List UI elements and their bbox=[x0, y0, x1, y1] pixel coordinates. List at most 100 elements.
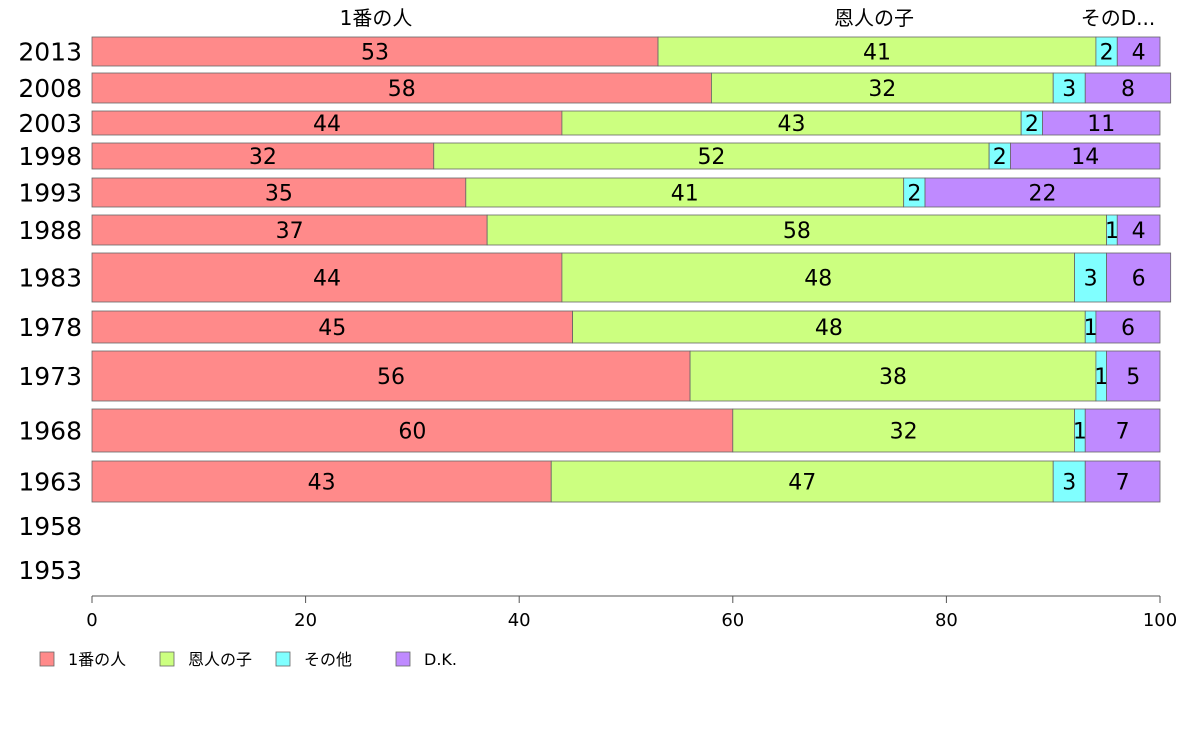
bar-value-label: 32 bbox=[249, 145, 277, 170]
bar-value-label: 44 bbox=[313, 267, 341, 292]
bar-value-label: 3 bbox=[1084, 267, 1098, 292]
bar-segment bbox=[465, 177, 905, 208]
x-axis-tick-label: 0 bbox=[86, 610, 97, 631]
bar-value-label: 2 bbox=[1025, 112, 1039, 137]
bar-value-label: 6 bbox=[1132, 267, 1146, 292]
bar-value-label: 32 bbox=[868, 77, 896, 102]
category-label: 1963 bbox=[18, 468, 82, 497]
bar-segment bbox=[1084, 72, 1172, 104]
bar-value-label: 11 bbox=[1087, 112, 1115, 137]
bar-value-label: 48 bbox=[815, 316, 843, 341]
legend-swatch bbox=[275, 651, 291, 667]
category-label: 1968 bbox=[18, 417, 82, 446]
x-axis-tick-label: 20 bbox=[294, 610, 317, 631]
bar-segment bbox=[91, 460, 552, 503]
bar-segment bbox=[1010, 142, 1161, 170]
bar-value-label: 52 bbox=[697, 145, 725, 170]
bar-value-label: 58 bbox=[783, 219, 811, 244]
category-label: 2013 bbox=[18, 38, 82, 67]
bar-segment bbox=[1116, 214, 1161, 246]
bar-segment bbox=[1084, 408, 1161, 453]
bar-value-label: 1 bbox=[1105, 219, 1119, 244]
bar-segment bbox=[91, 214, 488, 246]
bar-segment bbox=[1052, 460, 1086, 503]
bar-value-label: 2 bbox=[993, 145, 1007, 170]
category-label: 1983 bbox=[18, 264, 82, 293]
bar-value-label: 48 bbox=[804, 267, 832, 292]
bar-segment bbox=[924, 177, 1161, 208]
category-label: 1988 bbox=[18, 216, 82, 245]
legend-label: その他 bbox=[304, 650, 352, 669]
legend-label: D.K. bbox=[424, 650, 457, 669]
bar-segment bbox=[486, 214, 1108, 246]
bar-value-label: 38 bbox=[879, 365, 907, 390]
category-label: 1953 bbox=[18, 556, 82, 585]
bar-value-label: 47 bbox=[788, 471, 816, 496]
legend-swatch bbox=[395, 651, 411, 667]
bar-value-label: 3 bbox=[1062, 77, 1076, 102]
bar-value-label: 3 bbox=[1062, 471, 1076, 496]
bar-segment bbox=[572, 310, 1086, 344]
bar-value-label: 8 bbox=[1121, 77, 1135, 102]
bar-value-label: 1 bbox=[1084, 316, 1098, 341]
bar-segment bbox=[1042, 110, 1161, 136]
column-header-label: そのD... bbox=[1081, 6, 1155, 30]
category-label: 1978 bbox=[18, 313, 82, 342]
bar-value-label: 14 bbox=[1071, 145, 1099, 170]
bar-value-label: 43 bbox=[778, 112, 806, 137]
bar-segment bbox=[1106, 252, 1172, 303]
category-label: 1958 bbox=[18, 512, 82, 541]
bar-segment bbox=[1084, 460, 1161, 503]
bar-value-label: 5 bbox=[1126, 365, 1140, 390]
column-header-label: 1番の人 bbox=[340, 6, 413, 30]
bar-segment bbox=[1116, 36, 1161, 67]
bar-segment bbox=[91, 142, 435, 170]
bar-segment bbox=[1095, 310, 1161, 344]
legend-swatch bbox=[159, 651, 175, 667]
bar-segment bbox=[91, 177, 467, 208]
bar-segment bbox=[91, 72, 712, 104]
bar-segment bbox=[561, 252, 1075, 303]
bar-value-label: 58 bbox=[388, 77, 416, 102]
bar-value-label: 53 bbox=[361, 41, 389, 66]
bar-value-label: 2 bbox=[907, 182, 921, 207]
bar-value-label: 41 bbox=[863, 41, 891, 66]
x-axis-tick-label: 40 bbox=[508, 610, 531, 631]
bar-value-label: 56 bbox=[377, 365, 405, 390]
category-label: 2008 bbox=[18, 74, 82, 103]
category-label: 1973 bbox=[18, 362, 82, 391]
bar-value-label: 6 bbox=[1121, 316, 1135, 341]
bar-segment bbox=[91, 310, 574, 344]
x-axis-tick-label: 60 bbox=[721, 610, 744, 631]
column-header-label: 恩人の子 bbox=[834, 6, 914, 30]
bar-value-label: 4 bbox=[1132, 41, 1146, 66]
bar-segment bbox=[732, 408, 1075, 453]
bar-value-label: 1 bbox=[1073, 420, 1087, 445]
bar-value-label: 41 bbox=[671, 182, 699, 207]
bar-value-label: 60 bbox=[398, 420, 426, 445]
bar-segment bbox=[561, 110, 1022, 136]
bar-segment bbox=[91, 110, 563, 136]
bar-value-label: 1 bbox=[1094, 365, 1108, 390]
x-axis-tick-label: 100 bbox=[1143, 610, 1177, 631]
category-label: 2003 bbox=[18, 109, 82, 138]
bar-value-label: 22 bbox=[1029, 182, 1057, 207]
bar-segment bbox=[1106, 350, 1161, 402]
bar-value-label: 35 bbox=[265, 182, 293, 207]
category-label: 1993 bbox=[18, 179, 82, 208]
bar-segment bbox=[550, 460, 1054, 503]
bar-value-label: 37 bbox=[276, 219, 304, 244]
legend-label: 1番の人 bbox=[68, 650, 126, 669]
bar-segment bbox=[1074, 252, 1108, 303]
bar-value-label: 7 bbox=[1116, 420, 1130, 445]
bar-segment bbox=[689, 350, 1097, 402]
category-label: 1998 bbox=[18, 142, 82, 171]
bar-value-label: 43 bbox=[308, 471, 336, 496]
bar-segment bbox=[1052, 72, 1086, 104]
bar-value-label: 32 bbox=[890, 420, 918, 445]
bar-segment bbox=[711, 72, 1054, 104]
bar-segment bbox=[657, 36, 1097, 67]
bar-segment bbox=[91, 36, 659, 67]
